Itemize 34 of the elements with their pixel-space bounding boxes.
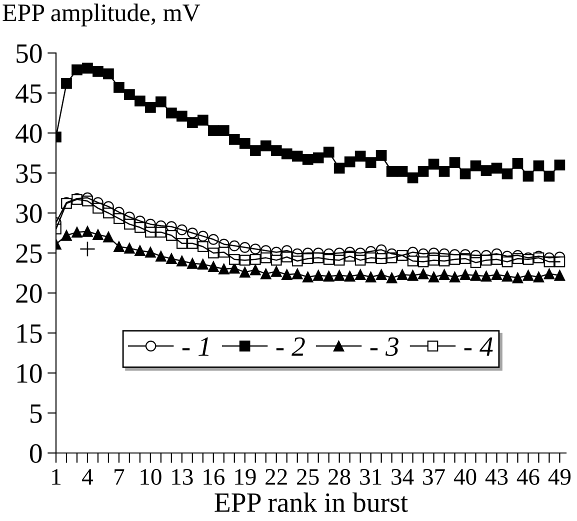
x-tick-label: 43 — [485, 469, 508, 485]
x-tick-label: 25 — [297, 469, 319, 485]
x-tick-label: 1 — [52, 469, 60, 485]
x-tick-label: 7 — [114, 469, 124, 485]
legend-label: - 3 — [370, 337, 398, 356]
x-tick-label: 31 — [360, 469, 382, 485]
x-tick-label: 22 — [266, 469, 287, 485]
y-tick-label: 20 — [16, 284, 42, 303]
x-axis-title: EPP rank in burst — [214, 492, 408, 512]
x-tick-label: 46 — [516, 469, 540, 485]
legend-label: - 1 — [182, 337, 208, 356]
y-tick-label: 30 — [16, 204, 42, 223]
y-tick-label: 15 — [17, 324, 42, 343]
y-tick-label: 35 — [16, 164, 42, 183]
x-tick-label: 4 — [82, 469, 94, 485]
legend-label: - 2 — [276, 337, 305, 356]
y-tick-label: 0 — [30, 444, 42, 463]
y-tick-label: 10 — [17, 364, 42, 383]
x-tick-label: 37 — [423, 469, 445, 485]
y-tick-label: 5 — [30, 404, 42, 423]
x-tick-label: 49 — [548, 469, 571, 485]
x-tick-label: 40 — [454, 468, 476, 485]
x-tick-label: 10 — [140, 468, 162, 485]
x-tick-label: 16 — [204, 469, 225, 485]
y-tick-label: 45 — [16, 84, 42, 103]
x-tick-label: 19 — [235, 469, 256, 485]
y-tick-label: 25 — [16, 244, 42, 263]
x-tick-label: 13 — [172, 469, 193, 485]
y-tick-label: 50 — [16, 44, 42, 63]
y-tick-label: 40 — [16, 124, 42, 143]
legend-label: - 4 — [464, 337, 493, 356]
x-tick-label: 28 — [328, 468, 350, 485]
x-tick-label: 34 — [392, 469, 414, 485]
y-axis-title: EPP amplitude, mV — [2, 4, 200, 26]
